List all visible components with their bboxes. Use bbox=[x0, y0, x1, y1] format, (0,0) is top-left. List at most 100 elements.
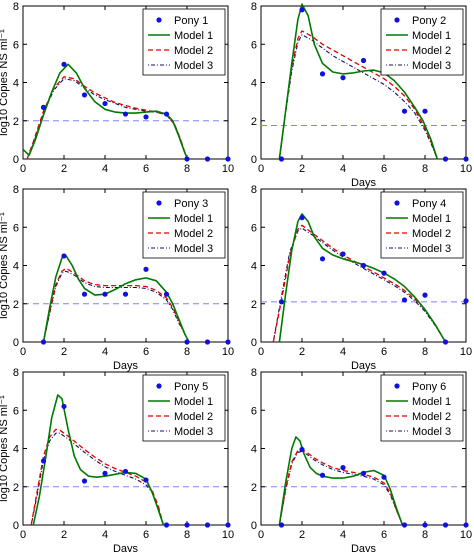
x-tick-label: 0 bbox=[258, 346, 264, 358]
legend-label: Model 1 bbox=[174, 30, 213, 42]
y-tick-label: 2 bbox=[13, 116, 19, 128]
y-axis-label: log10 Copies NS ml⁻¹ bbox=[0, 212, 10, 319]
data-point bbox=[422, 292, 428, 298]
data-point bbox=[278, 299, 285, 305]
legend-label: Model 1 bbox=[412, 396, 451, 408]
data-point bbox=[81, 478, 88, 484]
y-tick-label: 4 bbox=[251, 261, 257, 273]
series-line-model-2 bbox=[278, 448, 404, 526]
data-point bbox=[40, 458, 47, 464]
data-point bbox=[381, 474, 387, 480]
legend-marker-points bbox=[156, 200, 162, 206]
data-point bbox=[143, 266, 149, 272]
x-tick-label: 8 bbox=[422, 529, 428, 541]
data-point bbox=[422, 108, 428, 114]
legend-label: Model 2 bbox=[174, 228, 213, 240]
x-tick-label: 4 bbox=[340, 529, 346, 541]
y-tick-label: 0 bbox=[251, 520, 257, 532]
legend-label: Model 3 bbox=[412, 426, 451, 438]
data-point bbox=[319, 256, 326, 262]
data-point bbox=[319, 472, 326, 478]
series-line-model-3 bbox=[42, 270, 190, 343]
y-tick-label: 4 bbox=[251, 78, 257, 90]
legend-label: Model 1 bbox=[412, 30, 451, 42]
data-point bbox=[360, 57, 367, 64]
x-tick-label: 6 bbox=[381, 346, 387, 358]
y-axis-label: log10 Copies NS ml⁻¹ bbox=[0, 395, 10, 502]
x-tick-label: 10 bbox=[460, 529, 472, 541]
data-point bbox=[122, 468, 129, 475]
legend-marker-points bbox=[156, 17, 162, 23]
legend-box bbox=[380, 8, 464, 76]
series-line-model-3 bbox=[278, 34, 438, 160]
legend-label: Model 2 bbox=[174, 45, 213, 57]
data-point bbox=[163, 522, 170, 528]
data-point bbox=[163, 111, 170, 117]
x-tick-label: 4 bbox=[102, 529, 108, 541]
chart-panel-1: 0 2 4 6 8 10 0 2 4 6 8 log10 Copies NS ml⁻¹ Pony 1 Mo… bbox=[0, 1, 234, 175]
y-tick-label: 0 bbox=[251, 154, 257, 166]
chart-panel-5: 0 2 4 6 8 10 0 2 4 6 8 Days log10 Copies NS ml⁻¹ Pony… bbox=[0, 367, 234, 552]
chart-panel-6: 0 2 4 6 8 10 0 2 4 6 8 Days Pony 6 Model 1 Model 2 Mode… bbox=[251, 367, 472, 552]
data-point bbox=[442, 522, 449, 528]
x-tick-label: 10 bbox=[460, 163, 472, 175]
legend-label: Model 2 bbox=[174, 411, 213, 423]
y-tick-label: 0 bbox=[13, 520, 19, 532]
data-point bbox=[299, 215, 305, 221]
data-point bbox=[204, 339, 211, 345]
data-point bbox=[381, 270, 387, 276]
series-line-model-2 bbox=[278, 30, 438, 160]
series-line-model-2 bbox=[272, 224, 447, 343]
x-tick-label: 0 bbox=[258, 529, 264, 541]
series-line-model-1 bbox=[22, 63, 189, 160]
x-tick-label: 6 bbox=[381, 529, 387, 541]
data-point bbox=[225, 339, 231, 345]
y-axis-label: log10 Copies NS ml⁻¹ bbox=[0, 29, 10, 136]
data-point bbox=[340, 465, 346, 471]
data-point bbox=[184, 522, 190, 528]
data-point bbox=[463, 522, 469, 528]
data-point bbox=[463, 156, 469, 162]
data-point bbox=[163, 291, 170, 297]
data-point bbox=[442, 156, 449, 162]
data-point bbox=[61, 403, 67, 410]
legend-marker-points bbox=[394, 17, 400, 23]
y-tick-label: 0 bbox=[13, 337, 19, 349]
data-point bbox=[204, 156, 211, 162]
data-point bbox=[422, 522, 428, 528]
chart-panel-4: 0 2 4 6 8 10 0 2 4 6 8 Days Pony 4 Model 1 Model 2 Mode… bbox=[251, 184, 472, 372]
legend-marker-points bbox=[394, 200, 400, 206]
x-tick-label: 4 bbox=[102, 163, 108, 175]
y-tick-label: 8 bbox=[251, 367, 257, 379]
x-tick-label: 8 bbox=[184, 529, 190, 541]
y-tick-label: 2 bbox=[13, 299, 19, 311]
y-tick-label: 4 bbox=[251, 444, 257, 456]
y-tick-label: 6 bbox=[13, 39, 19, 51]
data-point bbox=[401, 522, 408, 528]
data-point bbox=[102, 291, 108, 297]
data-point bbox=[360, 262, 367, 269]
data-point bbox=[184, 156, 190, 162]
x-tick-label: 2 bbox=[61, 163, 67, 175]
series-line-model-3 bbox=[30, 432, 164, 526]
data-point bbox=[40, 339, 47, 345]
y-tick-label: 4 bbox=[13, 261, 19, 273]
data-point bbox=[61, 61, 67, 67]
x-tick-label: 0 bbox=[20, 163, 26, 175]
data-point bbox=[360, 470, 367, 476]
x-axis-label: Days bbox=[351, 360, 377, 372]
data-point bbox=[401, 108, 408, 114]
y-tick-label: 4 bbox=[13, 444, 19, 456]
legend-label: Model 2 bbox=[412, 45, 451, 57]
x-tick-label: 6 bbox=[143, 163, 149, 175]
x-tick-label: 10 bbox=[222, 346, 234, 358]
y-tick-label: 6 bbox=[13, 222, 19, 234]
legend-marker-points bbox=[156, 383, 162, 389]
x-axis-label: Days bbox=[113, 543, 139, 552]
data-point bbox=[299, 446, 305, 453]
chart-panel-2: 0 2 4 6 8 10 0 2 4 6 8 Days Pony 2 Model 1 Model 2 Mode… bbox=[251, 1, 472, 189]
x-tick-label: 8 bbox=[422, 346, 428, 358]
legend-label: Pony 2 bbox=[412, 15, 446, 27]
data-point bbox=[278, 156, 285, 162]
x-tick-label: 2 bbox=[61, 529, 67, 541]
